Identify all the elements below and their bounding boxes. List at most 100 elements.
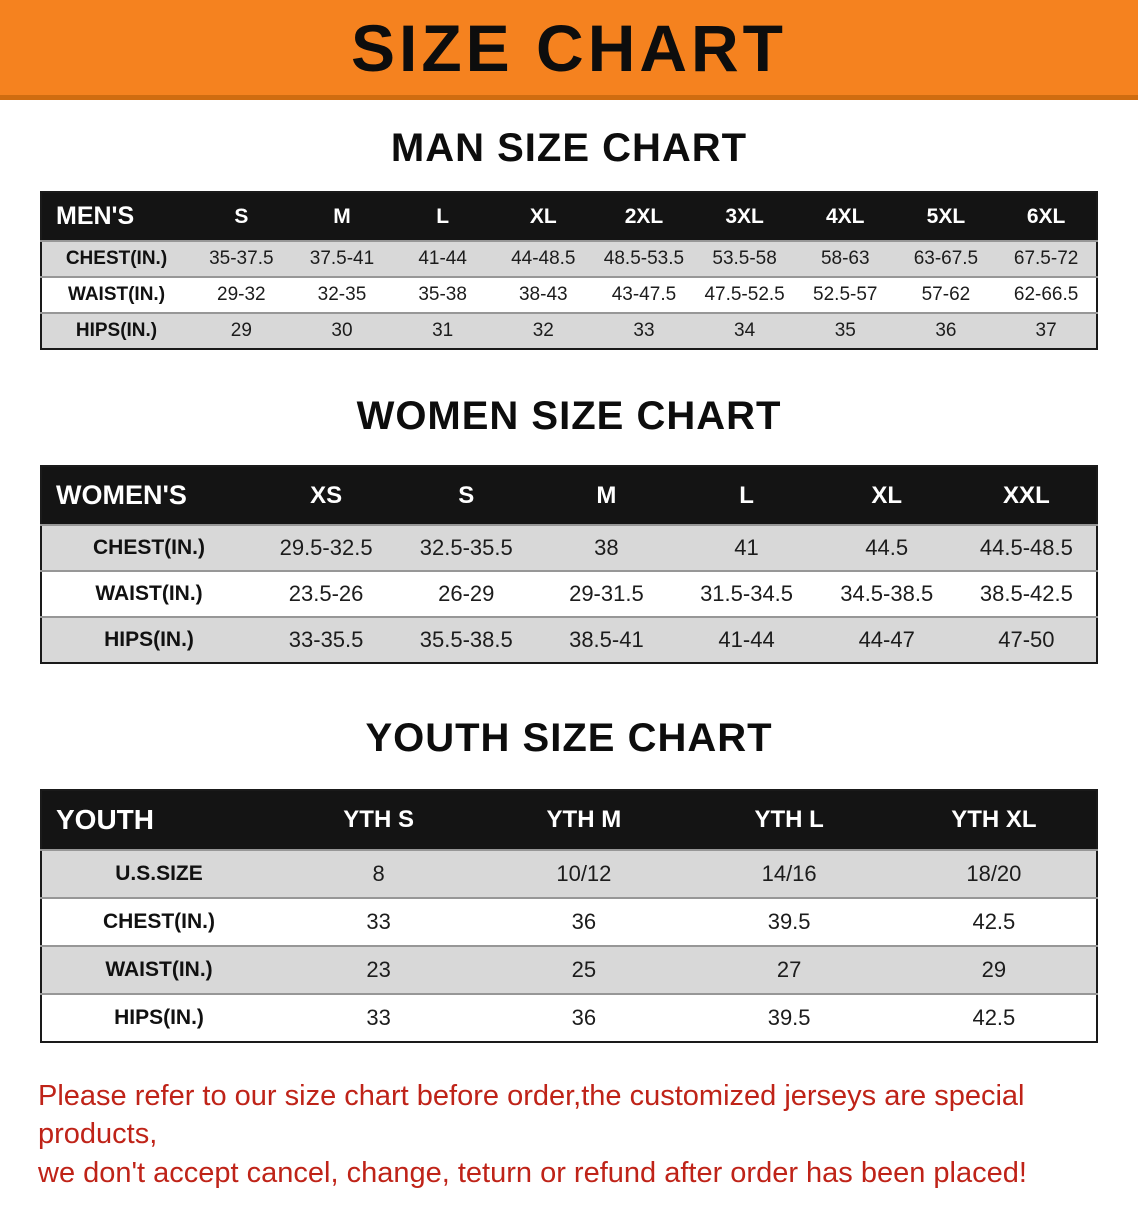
measure-row: HIPS(IN.) 33 36 39.5 42.5 xyxy=(41,994,1097,1042)
size-column-header: XXL xyxy=(956,466,1097,525)
measure-value: 38.5-41 xyxy=(569,627,644,652)
measure-value: 26-29 xyxy=(438,581,495,606)
size-column-header: M xyxy=(536,466,677,525)
measure-row: CHEST(IN.) 35-37.5 37.5-41 41-44 44-48.5 48.5… xyxy=(41,241,1097,277)
row-label: CHEST(IN.) xyxy=(93,536,205,559)
measure-value: 38.5-42.5 xyxy=(979,581,1073,606)
measure-value: 47.5-52.5 xyxy=(704,284,785,305)
measure-value: 29-32 xyxy=(217,284,266,305)
measure-value: 57-62 xyxy=(921,284,971,305)
measure-row: U.S.SIZE 8 10/12 14/16 18/20 xyxy=(41,850,1097,898)
measure-value: 36 xyxy=(935,320,957,341)
row-label: HIPS(IN.) xyxy=(75,320,158,341)
notice-line-1: Please refer to our size chart before or… xyxy=(38,1080,1025,1151)
measure-value: 25 xyxy=(571,957,597,982)
measure-row: WAIST(IN.) 29-32 32-35 35-38 38-43 43-47.5 47.… xyxy=(41,277,1097,313)
footer-notice: Please refer to our size chart before or… xyxy=(0,1077,1138,1216)
measure-value: 48.5-53.5 xyxy=(603,248,685,269)
measure-row: HIPS(IN.) 33-35.5 35.5-38.5 38.5-41 41-44 44-… xyxy=(41,617,1097,663)
measure-value: 63-67.5 xyxy=(913,248,979,269)
row-label: WAIST(IN.) xyxy=(105,958,213,981)
women-size-table: WOMEN'S XS S M L XL XXL CHEST(IN.) 29.5-32.5 32.5… xyxy=(40,465,1098,664)
size-column-header: 4XL xyxy=(794,192,896,241)
measure-value: 35 xyxy=(834,320,856,341)
table-group-label: YOUTH xyxy=(41,790,276,850)
measure-value: 41 xyxy=(734,535,759,560)
measure-value: 53.5-58 xyxy=(712,248,777,269)
measure-value: 31 xyxy=(432,320,454,341)
size-column-header: 6XL xyxy=(996,192,1097,241)
man-size-table: MEN'S S M L XL 2XL 3XL 4XL 5XL 6XL CHEST(IN.) 35-37… xyxy=(40,191,1098,350)
size-column-header: 2XL xyxy=(593,192,695,241)
size-column-header: 3XL xyxy=(694,192,795,241)
measure-value: 35-38 xyxy=(418,284,467,305)
banner: SIZE CHART xyxy=(0,0,1138,100)
measure-value: 41-44 xyxy=(718,627,775,652)
measure-row: WAIST(IN.) 23 25 27 29 xyxy=(41,946,1097,994)
measure-value: 36 xyxy=(571,909,597,934)
women-size-chart-title: WOMEN SIZE CHART xyxy=(356,394,782,438)
measure-value: 14/16 xyxy=(761,861,817,886)
measure-value: 33 xyxy=(366,1005,391,1030)
measure-value: 52.5-57 xyxy=(813,284,878,305)
row-label: WAIST(IN.) xyxy=(95,582,203,605)
notice-line-2: we don't accept cancel, change, teturn o… xyxy=(38,1156,1027,1189)
measure-value: 29 xyxy=(230,320,252,341)
table-header-row: WOMEN'S XS S M L XL XXL xyxy=(41,466,1097,525)
measure-value: 37 xyxy=(1035,320,1057,341)
table-header-row: MEN'S S M L XL 2XL 3XL 4XL 5XL 6XL xyxy=(41,192,1097,241)
measure-value: 67.5-72 xyxy=(1013,248,1079,269)
measure-value: 29-31.5 xyxy=(569,581,644,606)
size-column-header: YTH XL xyxy=(891,790,1097,850)
measure-value: 27 xyxy=(776,957,802,982)
measure-value: 32-35 xyxy=(317,284,367,305)
table-group-label: MEN'S xyxy=(41,192,191,241)
measure-value: 44.5-48.5 xyxy=(979,535,1073,560)
measure-value: 32.5-35.5 xyxy=(419,535,513,560)
measure-value: 39.5 xyxy=(767,909,811,934)
size-column-header: YTH L xyxy=(686,790,892,850)
youth-size-chart-title: YOUTH SIZE CHART xyxy=(365,716,773,760)
size-column-header: XL xyxy=(816,466,957,525)
measure-row: CHEST(IN.) 29.5-32.5 32.5-35.5 38 41 44.5 44.5… xyxy=(41,525,1097,571)
measure-value: 42.5 xyxy=(972,909,1016,934)
measure-value: 33-35.5 xyxy=(288,627,364,652)
row-label: CHEST(IN.) xyxy=(65,248,168,269)
row-label: HIPS(IN.) xyxy=(104,628,194,651)
measure-value: 35.5-38.5 xyxy=(419,627,513,652)
measure-value: 29 xyxy=(981,957,1007,982)
size-charts: MAN SIZE CHART MEN'S S M L XL 2XL 3XL 4XL 5XL 6XL… xyxy=(0,126,1138,1043)
page-title: SIZE CHART xyxy=(351,10,787,85)
measure-value: 29.5-32.5 xyxy=(279,535,373,560)
table-group-label: WOMEN'S xyxy=(41,466,256,525)
measure-value: 38-43 xyxy=(518,284,568,305)
size-column-header: XS xyxy=(256,466,397,525)
row-label: HIPS(IN.) xyxy=(114,1006,204,1029)
measure-value: 37.5-41 xyxy=(309,248,375,269)
measure-value: 34 xyxy=(734,320,756,341)
youth-size-chart-section: YOUTH SIZE CHART YOUTH YTH S YTH M YTH L YTH… xyxy=(0,716,1138,1043)
size-column-header: L xyxy=(392,192,493,241)
size-column-header: M xyxy=(291,192,393,241)
table-header-row: YOUTH YTH S YTH M YTH L YTH XL xyxy=(41,790,1097,850)
measure-value: 23.5-26 xyxy=(288,581,364,606)
measure-value: 44-47 xyxy=(858,627,915,652)
measure-value: 44.5 xyxy=(865,535,909,560)
measure-value: 42.5 xyxy=(972,1005,1016,1030)
measure-value: 38 xyxy=(594,535,619,560)
measure-row: WAIST(IN.) 23.5-26 26-29 29-31.5 31.5-34.5 34… xyxy=(41,571,1097,617)
size-column-header: L xyxy=(676,466,817,525)
size-column-header: S xyxy=(396,466,537,525)
measure-value: 36 xyxy=(571,1005,597,1030)
measure-value: 10/12 xyxy=(556,861,612,886)
man-size-chart-title: MAN SIZE CHART xyxy=(390,126,748,170)
row-label: CHEST(IN.) xyxy=(103,910,215,933)
measure-value: 32 xyxy=(532,320,554,341)
measure-value: 33 xyxy=(366,909,391,934)
measure-value: 33 xyxy=(633,320,655,341)
measure-value: 8 xyxy=(372,861,385,886)
measure-value: 62-66.5 xyxy=(1013,284,1079,305)
man-size-chart-section: MAN SIZE CHART MEN'S S M L XL 2XL 3XL 4XL 5XL 6XL… xyxy=(0,126,1138,350)
measure-value: 23 xyxy=(366,957,391,982)
